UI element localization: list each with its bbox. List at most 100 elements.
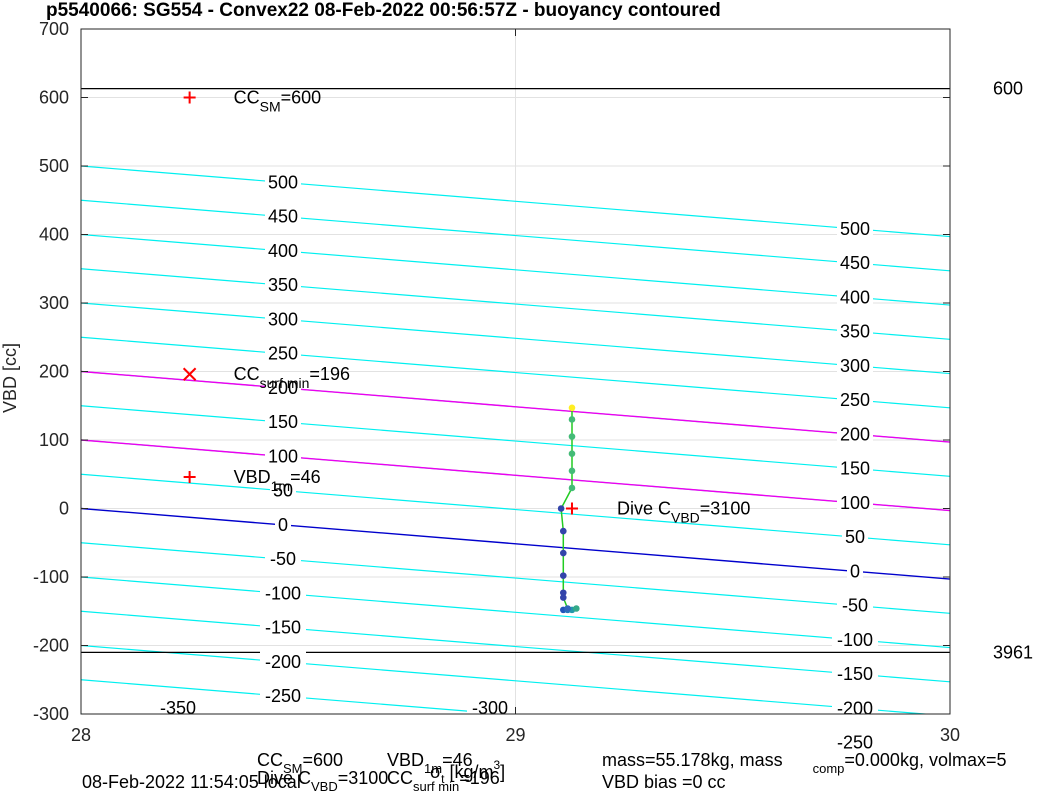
contour-label-left: 500 [268, 172, 298, 192]
y-tick-label: 600 [39, 88, 69, 108]
contour-label-left-bg [275, 513, 291, 536]
contour-line-cyan [81, 268, 950, 340]
marker-label: VBD1m=46 [234, 467, 321, 494]
contour-label-left-bg [265, 308, 301, 331]
contour-label-right: 500 [840, 219, 870, 239]
contour-label-left-bg [265, 548, 301, 571]
footer-vbd-1m: VBD1m=46 [387, 750, 473, 776]
contour-label-right: -200 [837, 698, 873, 718]
y-tick-label: 100 [39, 430, 69, 450]
contour-label-left: 100 [268, 446, 298, 466]
contour-line-magenta [81, 370, 950, 443]
y-tick-label: 200 [39, 362, 69, 382]
profile-point [568, 484, 576, 492]
footer-mass: mass=55.178kg, mass comp=0.000kg, volmax=… [602, 750, 1007, 776]
contour-label-left: -50 [270, 549, 296, 569]
contour-label-right: 50 [845, 527, 865, 547]
y-tick-label: -100 [33, 567, 69, 587]
contour-line-cyan [81, 644, 933, 714]
contour-line-cyan [81, 473, 950, 546]
profile-point [568, 467, 576, 475]
profile-point [573, 605, 580, 612]
y-tick-label: 300 [39, 293, 69, 313]
contour-label-left: 250 [268, 344, 298, 364]
marker-plus [183, 470, 196, 483]
contour-label-right-bg [837, 594, 873, 617]
contour-label-left-bg [260, 650, 306, 673]
contour-line-cyan [81, 576, 950, 649]
contour-label-left: -150 [265, 618, 301, 638]
marker-x [182, 367, 197, 381]
contour-label-left-bg [265, 205, 301, 228]
contour-label-right-bg [837, 354, 873, 377]
contour-label-left: 150 [268, 412, 298, 432]
contour-label-right-bg [847, 560, 863, 583]
contour-label-left-bg [265, 171, 301, 194]
contour-line-cyan [81, 302, 950, 375]
contour-label-left: -100 [265, 583, 301, 603]
contour-label-left-bg [265, 342, 301, 365]
contour-label-bottom: -300 [472, 698, 508, 718]
y-tick-label: 0 [59, 499, 69, 519]
contour-label-left-bg [270, 479, 296, 502]
footer-date: 08-Feb-2022 11:54:05 local [82, 772, 301, 792]
contour-label-right: -250 [837, 733, 873, 753]
y-tick-label: -300 [33, 704, 69, 724]
contour-line-cyan [81, 405, 950, 477]
footer-cc-surf-min: CCsurf min=196 [387, 768, 500, 794]
y-tick-label: 700 [39, 19, 69, 39]
x-tick-label: 28 [71, 725, 91, 745]
contour-label-left: 200 [268, 378, 298, 398]
contour-label-left-bg [265, 274, 301, 297]
contour-label-bottom: -350 [160, 698, 196, 718]
x-tick-label: 30 [940, 725, 960, 745]
contour-lines [81, 165, 950, 714]
contour-label-left: -200 [265, 652, 301, 672]
contour-label-left-bg [260, 616, 306, 639]
reference-line-label: 600 [993, 79, 1023, 99]
contour-line-magenta [81, 439, 950, 512]
contour-label-left-bg [260, 582, 306, 605]
footer-vbd-bias: VBD bias =0 cc [602, 772, 726, 792]
contour-label-left: 450 [268, 207, 298, 227]
contour-label-left: 0 [278, 515, 288, 535]
contour-label-right-bg [837, 389, 873, 412]
profile-series [557, 404, 580, 614]
profile-point [557, 505, 565, 512]
contour-label-left-bg [260, 685, 306, 708]
contour-line-cyan [81, 610, 950, 683]
contour-label-right: 150 [840, 459, 870, 479]
contour-label-left-bg [265, 376, 301, 399]
marker-plus [183, 91, 196, 104]
contour-line-cyan [81, 679, 511, 714]
profile-point [568, 450, 576, 458]
profile-point [559, 589, 567, 597]
x-tick-label: 29 [505, 725, 525, 745]
footer-xlabel: σt [kg/m3] [430, 758, 505, 786]
profile-point [568, 433, 576, 440]
marker-label: CCSM=600 [234, 88, 322, 115]
profile-point [559, 572, 567, 579]
profile-point [559, 594, 567, 601]
contour-label-right-bg [832, 663, 878, 686]
marker-label: CCsurf min=196 [234, 364, 350, 391]
reference-line-label: 3961 [993, 642, 1033, 662]
contour-label-right: 0 [850, 561, 860, 581]
contour-label-right: 450 [840, 253, 870, 273]
contour-label-right: -50 [842, 596, 868, 616]
markers: CCSM=600 CCsurf min=196 VBD1m=46 Dive CVBD=… [182, 88, 750, 526]
chart-title: p5540066: SG554 - Convex22 08-Feb-2022 0… [46, 0, 721, 21]
contour-label-right-bg [837, 252, 873, 275]
contour-label-right-bg [837, 217, 873, 240]
profile-point [559, 549, 567, 557]
contour-label-right-bg [837, 457, 873, 480]
contour-line-cyan [81, 233, 950, 306]
contour-label-right-bg [837, 320, 873, 343]
contour-label-right: 350 [840, 322, 870, 342]
marker-plus [565, 502, 578, 515]
contour-label-right: 250 [840, 390, 870, 410]
contour-line-zero [81, 507, 950, 580]
contour-label-left: 300 [268, 309, 298, 329]
contour-label-left-bg [265, 239, 301, 262]
footer-cc-sm: CCSM=600 [257, 750, 343, 776]
